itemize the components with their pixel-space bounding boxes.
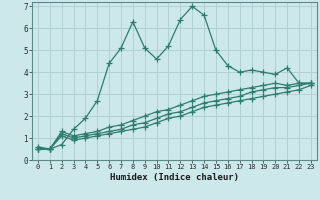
X-axis label: Humidex (Indice chaleur): Humidex (Indice chaleur) xyxy=(110,173,239,182)
